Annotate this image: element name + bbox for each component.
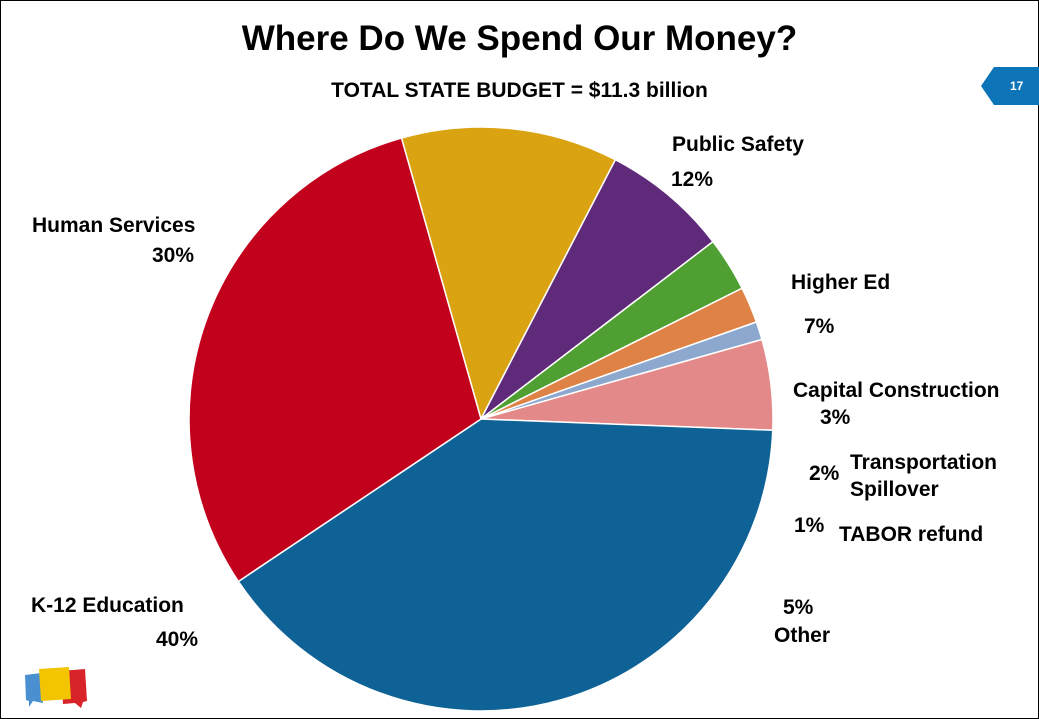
- pct-public-safety: 12%: [671, 168, 714, 191]
- pct-k12-education: 40%: [156, 628, 199, 651]
- pct-transportation-spillover: 2%: [809, 462, 840, 485]
- pct-tabor-refund: 1%: [794, 514, 825, 537]
- pie-slice-higher-ed: [480, 158, 715, 420]
- label-capital-construction: Capital Construction: [793, 379, 1000, 402]
- speech-bubbles-logo-icon: [25, 667, 87, 708]
- slide-subtitle: TOTAL STATE BUDGET = $11.3 billion: [331, 79, 708, 102]
- pct-higher-ed: 7%: [804, 315, 835, 338]
- pct-other: 5%: [783, 596, 814, 619]
- pie-slice-public-safety: [400, 126, 617, 422]
- label-human-services: Human Services: [32, 214, 196, 237]
- label-other: Other: [774, 624, 831, 647]
- pct-human-services: 30%: [152, 244, 195, 267]
- pie-slice-human-services: [188, 137, 482, 583]
- slide-title: Where Do We Spend Our Money?: [241, 19, 798, 58]
- label-tabor-refund: TABOR refund: [839, 523, 984, 546]
- label-k12-education: K-12 Education: [31, 594, 184, 617]
- page-number: 17: [1010, 79, 1024, 93]
- label-public-safety: Public Safety: [672, 133, 804, 156]
- label-higher-ed: Higher Ed: [791, 271, 891, 294]
- label-spillover: Spillover: [850, 478, 939, 501]
- pie-slice-k-12-education: [237, 418, 774, 712]
- pct-capital-construction: 3%: [820, 406, 851, 429]
- label-transportation: Transportation: [850, 451, 998, 474]
- page-number-badge: 17: [981, 67, 1039, 105]
